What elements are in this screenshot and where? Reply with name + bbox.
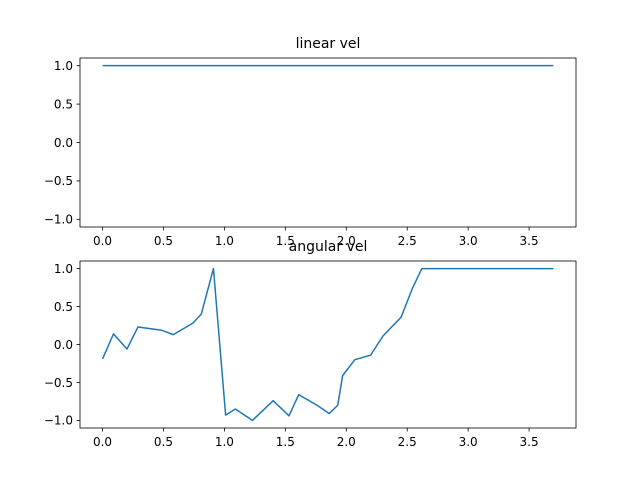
linear-vel-x-tick-label: 2.0 <box>337 234 356 248</box>
angular-vel-y-tick-label: −1.0 <box>44 414 73 428</box>
angular-vel-x-tick-label: 3.5 <box>520 435 539 449</box>
linear-vel-x-tick-label: 2.5 <box>398 234 417 248</box>
linear-vel-y-tick-label: −0.5 <box>44 174 73 188</box>
linear-vel-x-tick-label: 3.5 <box>520 234 539 248</box>
angular-vel-x-tick-label: 1.5 <box>276 435 295 449</box>
linear-vel-y-tick-label: 0.5 <box>54 97 73 111</box>
linear-vel-x-tick-label: 1.0 <box>215 234 234 248</box>
linear-vel-x-tick-label: 1.5 <box>276 234 295 248</box>
angular-vel-y-tick-label: 1.0 <box>54 262 73 276</box>
angular-vel-title: angular vel <box>289 239 368 255</box>
angular-vel-x-tick-label: 2.5 <box>398 435 417 449</box>
linear-vel-x-tick-label: 3.0 <box>459 234 478 248</box>
angular-vel-axes: 0.0 0.5 1.0 1.5 2.0 2.5 3.0 3.5 1.0 0.5 0.0 −0.5 −1.… <box>44 239 577 449</box>
linear-vel-x-tick-label: 0.0 <box>93 234 112 248</box>
angular-vel-x-tick-label: 2.0 <box>337 435 356 449</box>
linear-vel-y-tick-label: 0.0 <box>54 136 73 150</box>
linear-vel-y-tick-label: −1.0 <box>44 213 73 227</box>
angular-vel-x-tick-label: 0.5 <box>154 435 173 449</box>
linear-vel-axes: linear vel 0.0 0.5 1.0 1.5 2.0 2.5 3.0 3.51.00.… <box>44 36 577 248</box>
angular-vel-series-line <box>101 267 554 422</box>
linear-vel-x-tick-label: 0.5 <box>154 234 173 248</box>
linear-vel-y-tick-label: 1.0 <box>54 59 73 73</box>
angular-vel-x-tick-label: 0.0 <box>93 435 112 449</box>
angular-vel-y-tick-label: −0.5 <box>44 376 73 390</box>
angular-vel-x-tick-label: 1.0 <box>215 435 234 449</box>
angular-vel-plot-area: 0.0 0.5 1.0 1.5 2.0 2.5 3.0 3.5 1.0 0.5 0.0 −0.5 −1.… <box>44 260 577 449</box>
linear-vel-title: linear vel <box>296 36 361 52</box>
angular-vel-x-tick-label: 3.0 <box>459 435 478 449</box>
angular-vel-y-tick-label: 0.0 <box>54 338 73 352</box>
linear-vel-plot-area: 0.0 0.5 1.0 1.5 2.0 2.5 3.0 3.5 1.0 0.5 0.0 −0.5 −1.… <box>44 57 577 248</box>
angular-vel-y-tick-label: 0.5 <box>54 300 73 314</box>
